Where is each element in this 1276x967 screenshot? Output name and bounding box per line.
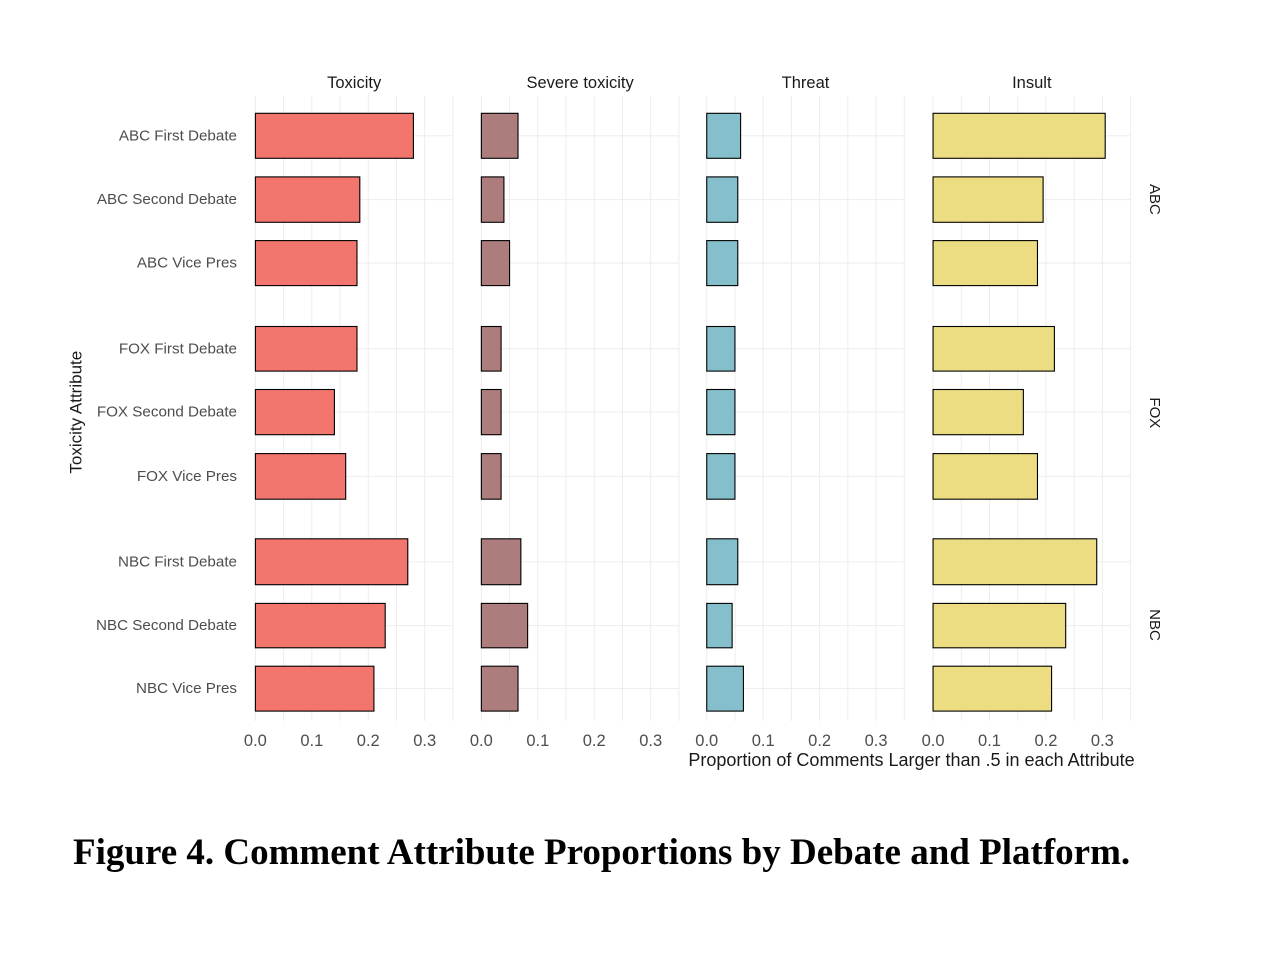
svg-text:0.0: 0.0: [695, 732, 718, 750]
svg-text:0.1: 0.1: [300, 732, 323, 750]
svg-text:Insult: Insult: [1012, 74, 1052, 92]
svg-text:FOX First Debate: FOX First Debate: [119, 340, 237, 357]
svg-text:NBC First Debate: NBC First Debate: [118, 553, 237, 570]
svg-text:0.1: 0.1: [752, 732, 775, 750]
svg-text:0.2: 0.2: [1034, 732, 1057, 750]
svg-text:NBC Vice Pres: NBC Vice Pres: [136, 680, 237, 697]
svg-text:FOX Vice Pres: FOX Vice Pres: [137, 468, 238, 485]
svg-text:0.3: 0.3: [639, 732, 662, 750]
svg-text:0.3: 0.3: [865, 732, 888, 750]
svg-text:0.0: 0.0: [922, 732, 945, 750]
svg-text:0.2: 0.2: [808, 732, 831, 750]
svg-text:ABC: ABC: [1146, 184, 1163, 215]
svg-text:ABC Second Debate: ABC Second Debate: [97, 191, 237, 208]
svg-text:0.0: 0.0: [244, 732, 267, 750]
svg-text:Toxicity: Toxicity: [327, 74, 382, 92]
svg-text:ABC First Debate: ABC First Debate: [119, 127, 237, 144]
svg-text:0.0: 0.0: [470, 732, 493, 750]
svg-text:0.2: 0.2: [583, 732, 606, 750]
svg-text:0.3: 0.3: [1091, 732, 1114, 750]
svg-text:Proportion of Comments Larger: Proportion of Comments Larger than .5 in…: [688, 750, 1134, 770]
svg-text:NBC: NBC: [1146, 609, 1163, 641]
svg-text:0.1: 0.1: [978, 732, 1001, 750]
svg-text:Toxicity Attribute: Toxicity Attribute: [67, 351, 86, 474]
svg-text:Severe toxicity: Severe toxicity: [526, 74, 634, 92]
svg-text:0.1: 0.1: [526, 732, 549, 750]
svg-text:ABC Vice Pres: ABC Vice Pres: [137, 255, 238, 272]
svg-text:0.3: 0.3: [413, 732, 436, 750]
svg-text:Threat: Threat: [782, 74, 830, 92]
svg-text:0.2: 0.2: [357, 732, 380, 750]
svg-text:FOX Second Debate: FOX Second Debate: [97, 404, 237, 421]
svg-text:FOX: FOX: [1146, 397, 1163, 428]
svg-text:NBC Second Debate: NBC Second Debate: [96, 617, 237, 634]
